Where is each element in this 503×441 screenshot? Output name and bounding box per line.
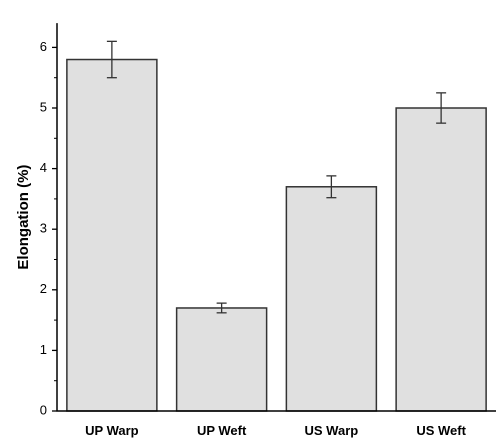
bar-us-weft xyxy=(395,107,487,412)
y-tick-label: 5 xyxy=(40,99,47,114)
y-tick-label: 4 xyxy=(40,160,47,175)
bar-us-warp xyxy=(285,186,378,412)
y-tick-label: 6 xyxy=(40,39,47,54)
error-bars-group xyxy=(106,40,447,314)
bar-up-warp xyxy=(66,58,158,412)
x-tick-label: UP Warp xyxy=(85,423,139,438)
bar-up-weft xyxy=(175,307,268,412)
y-tick-label: 3 xyxy=(40,221,47,236)
y-ticks-group: 0 1 2 3 4 5 6 xyxy=(40,39,57,417)
y-axis-label: Elongation (%) xyxy=(15,165,32,270)
y-tick-label: 2 xyxy=(40,281,47,296)
y-tick-label: 0 xyxy=(40,402,47,417)
x-tick-label: US Weft xyxy=(416,423,466,438)
bars-group xyxy=(66,58,487,412)
x-labels-group: UP Warp UP Weft US Warp US Weft xyxy=(85,423,466,438)
x-tick-label: US Warp xyxy=(305,423,359,438)
axes-group xyxy=(56,23,496,412)
x-tick-label: UP Weft xyxy=(197,423,247,438)
y-tick-label: 1 xyxy=(40,342,47,357)
